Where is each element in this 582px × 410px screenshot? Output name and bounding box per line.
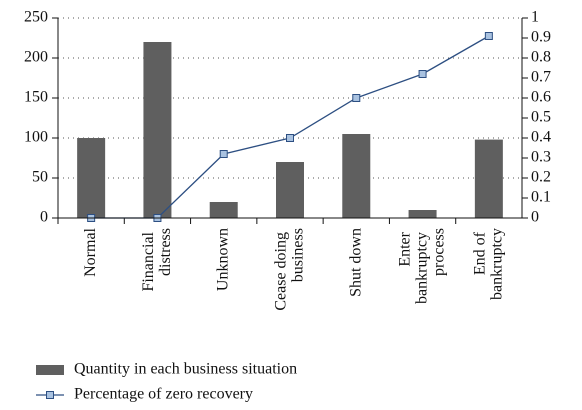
x-tick-label: Cease doing business — [272, 228, 306, 311]
y2-tick-label: 0.7 — [531, 69, 551, 86]
x-tick-label: End of bankruptcy — [471, 228, 505, 300]
y2-tick-label: 0.8 — [531, 49, 551, 66]
marker — [352, 94, 361, 102]
bar — [474, 139, 503, 218]
legend-marker — [46, 391, 54, 399]
legend-label: Quantity in each business situation — [74, 361, 297, 378]
legend-label: Percentage of zero recovery — [74, 386, 253, 403]
bar — [77, 138, 106, 218]
bar — [408, 210, 437, 218]
y-tick-label: 150 — [24, 89, 48, 106]
y2-tick-label: 1 — [531, 9, 539, 26]
bar — [342, 134, 371, 218]
y2-tick-label: 0.5 — [531, 109, 551, 126]
marker — [418, 70, 427, 78]
bar — [276, 162, 304, 218]
legend-swatch — [36, 365, 64, 375]
marker — [484, 32, 493, 40]
bar — [143, 42, 172, 218]
x-tick-label: Normal — [82, 227, 99, 276]
bar — [209, 202, 238, 218]
x-tick-label: Financial distress — [140, 228, 174, 292]
y-tick-label: 200 — [24, 49, 48, 66]
y2-tick-label: 0.4 — [531, 129, 551, 146]
y-tick-label: 250 — [24, 9, 48, 26]
x-tick-label: Shut down — [347, 228, 364, 297]
y2-tick-label: 0 — [531, 209, 539, 226]
y-tick-label: 100 — [24, 129, 48, 146]
marker — [219, 150, 228, 158]
y2-tick-label: 0.9 — [531, 29, 551, 46]
y2-tick-label: 0.2 — [531, 169, 551, 186]
x-tick-label: Enter bankruptcy process — [396, 228, 447, 304]
y-tick-label: 50 — [32, 169, 48, 186]
marker — [286, 134, 294, 142]
y-tick-label: 0 — [40, 209, 48, 226]
y2-tick-label: 0.1 — [531, 189, 551, 206]
y2-tick-label: 0.3 — [531, 149, 551, 166]
x-tick-label: Unknown — [214, 228, 231, 291]
y2-tick-label: 0.6 — [531, 89, 551, 106]
